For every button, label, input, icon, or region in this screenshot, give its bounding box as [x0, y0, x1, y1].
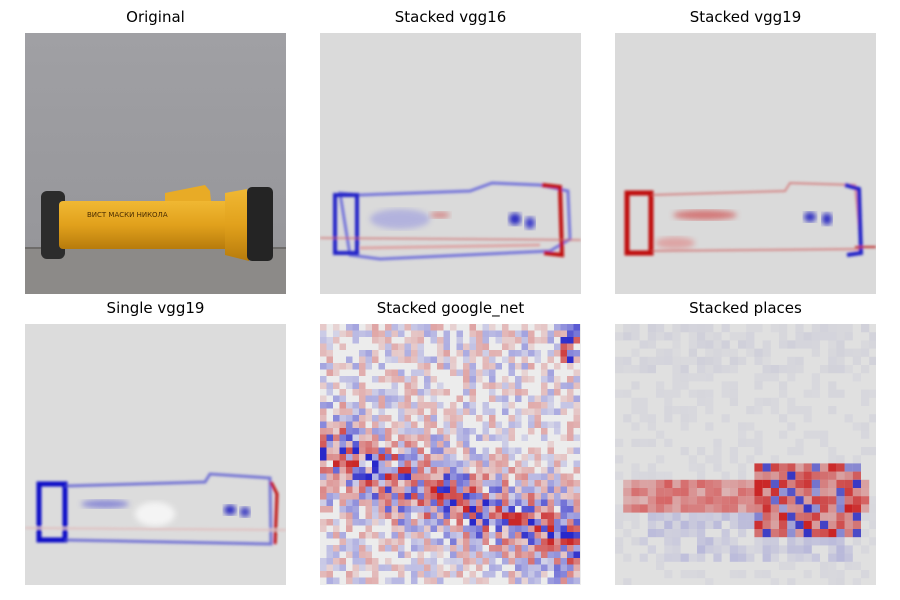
svg-text:ВИСТ МАСКИ НИКОЛА: ВИСТ МАСКИ НИКОЛА	[87, 211, 168, 219]
heatmap-stacked-vgg16	[320, 33, 581, 294]
panel-stacked-vgg16: Stacked vgg16	[320, 33, 581, 294]
panel-title-stacked-vgg19: Stacked vgg19	[615, 8, 876, 26]
panel-title-stacked-places: Stacked places	[615, 299, 876, 317]
heatmap-stacked-google-net	[320, 324, 581, 585]
panel-stacked-google-net: Stacked google_net	[320, 324, 581, 585]
panel-original: Original	[25, 33, 286, 294]
panel-single-vgg19: Single vgg19	[25, 324, 286, 585]
panel-title-stacked-vgg16: Stacked vgg16	[320, 8, 581, 26]
heatmap-single-vgg19	[25, 324, 286, 585]
panel-stacked-places: Stacked places	[615, 324, 876, 585]
original-photo: ВИСТ МАСКИ НИКОЛА	[25, 33, 286, 294]
panel-stacked-vgg19: Stacked vgg19	[615, 33, 876, 294]
panel-title-single-vgg19: Single vgg19	[25, 299, 286, 317]
panel-title-stacked-google-net: Stacked google_net	[320, 299, 581, 317]
heatmap-stacked-vgg19	[615, 33, 876, 294]
panel-title-original: Original	[25, 8, 286, 26]
heatmap-stacked-places	[615, 324, 876, 585]
